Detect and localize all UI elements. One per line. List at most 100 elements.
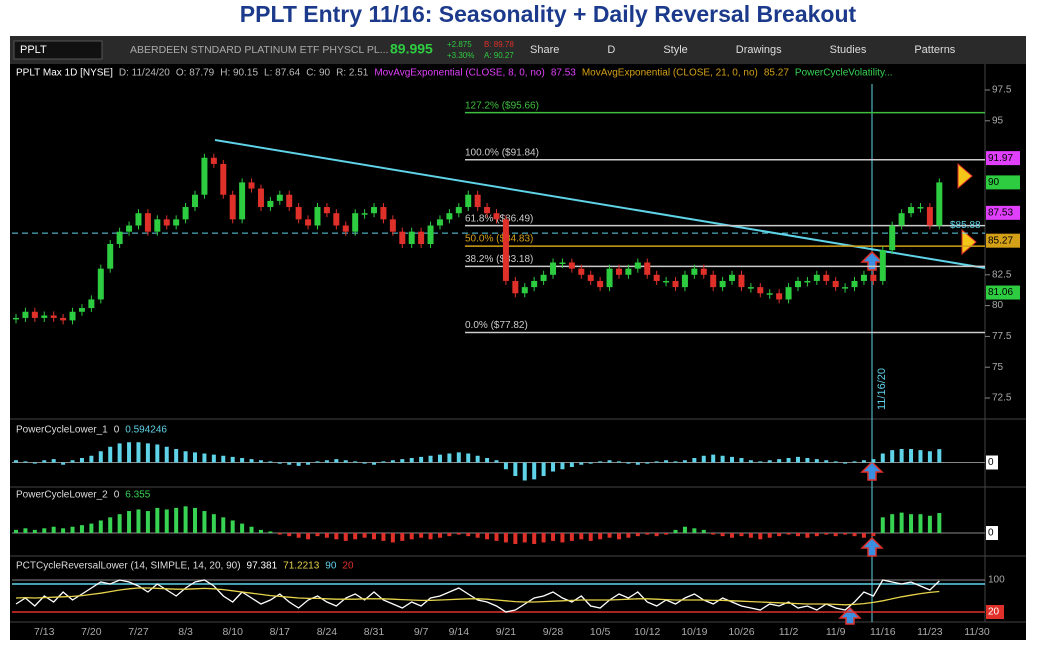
candle — [587, 274, 594, 281]
panel-reading: 97.381 — [247, 561, 278, 572]
price-badge — [986, 233, 1020, 248]
candle — [201, 157, 208, 195]
toolbar-button[interactable]: Studies — [830, 44, 867, 56]
histogram-bar — [824, 533, 829, 535]
candle — [926, 207, 933, 226]
candle — [917, 207, 924, 209]
candle — [738, 274, 745, 288]
histogram-bar — [682, 460, 687, 463]
histogram-bar — [230, 520, 235, 534]
histogram-bar — [145, 511, 150, 534]
histogram-bar — [98, 451, 103, 463]
event-label: 11/16/20 — [876, 368, 888, 410]
histogram-bar — [324, 533, 329, 538]
candle — [286, 194, 293, 208]
histogram-bar — [786, 533, 791, 535]
toolbar-button[interactable]: Share — [530, 44, 559, 56]
candle — [352, 213, 359, 232]
histogram-bar — [503, 462, 508, 470]
candle — [615, 268, 622, 275]
candle — [267, 200, 274, 208]
histogram-bar — [730, 533, 735, 538]
histogram-bar — [833, 461, 838, 463]
histogram-bar — [287, 533, 292, 537]
candle — [550, 262, 557, 275]
histogram-bar — [522, 462, 527, 481]
price-badge-label: 85.27 — [988, 235, 1013, 246]
candle — [719, 280, 726, 288]
histogram-bar — [400, 533, 405, 541]
histogram-bar — [409, 458, 414, 463]
candle — [870, 274, 877, 281]
histogram-bar — [23, 528, 28, 534]
histogram-bar — [664, 533, 669, 535]
histogram-bar — [814, 533, 819, 537]
info-item: MovAvgExponential (CLOSE, 21, 0, no) — [582, 68, 758, 79]
histogram-bar — [117, 443, 122, 463]
histogram-bar — [899, 512, 904, 534]
candle — [597, 280, 604, 288]
candle — [88, 299, 95, 309]
candle — [389, 219, 396, 232]
histogram-bar — [748, 533, 753, 538]
histogram-bar — [108, 517, 113, 534]
histogram-bar — [89, 523, 94, 534]
x-tick-label: 8/31 — [364, 626, 385, 638]
candle — [889, 225, 896, 251]
candle — [813, 274, 820, 281]
histogram-bar — [824, 460, 829, 463]
histogram-bar — [211, 514, 216, 534]
candle — [144, 213, 151, 232]
histogram-bar — [164, 509, 169, 534]
candle — [295, 207, 302, 220]
histogram-bar — [277, 533, 282, 535]
histogram-bar — [701, 529, 706, 534]
x-tick-label: 9/7 — [414, 626, 429, 638]
histogram-bar — [541, 533, 546, 543]
histogram-bar — [61, 528, 66, 534]
histogram-bar — [456, 533, 461, 535]
candle — [672, 280, 679, 288]
fib-label: 50.0% ($84.83) — [465, 234, 533, 245]
toolbar-button[interactable]: Style — [663, 44, 687, 56]
toolbar-button[interactable]: Drawings — [736, 44, 782, 56]
candle — [41, 315, 48, 318]
candle — [842, 287, 849, 289]
candle — [747, 287, 754, 289]
fib-label: 100.0% ($91.84) — [465, 147, 539, 158]
x-tick-label: 9/14 — [449, 626, 470, 638]
histogram-bar — [711, 454, 716, 463]
candle — [69, 311, 76, 321]
histogram-bar — [560, 533, 565, 543]
candle — [465, 194, 472, 208]
histogram-bar — [890, 450, 895, 463]
candle — [681, 274, 688, 288]
symbol-box[interactable] — [13, 40, 103, 60]
info-item: PPLT Max 1D [NYSE] — [16, 68, 113, 79]
candle — [908, 207, 915, 214]
histogram-bar — [419, 456, 424, 463]
histogram-bar — [937, 513, 942, 534]
candle — [794, 280, 801, 288]
histogram-bar — [127, 511, 132, 534]
y-tick-label: 100 — [988, 575, 1005, 586]
histogram-bar — [334, 533, 339, 540]
price-line-label: $85.88 — [950, 220, 981, 231]
info-item: 85.27 — [764, 68, 789, 79]
histogram-bar — [155, 444, 160, 463]
histogram-bar — [79, 458, 84, 463]
histogram-bar — [183, 506, 188, 534]
candle — [116, 231, 123, 244]
histogram-bar — [579, 462, 584, 465]
toolbar-button[interactable]: Patterns — [914, 44, 955, 56]
x-tick-label: 10/12 — [634, 626, 660, 638]
y-tick-label: 72.5 — [992, 393, 1012, 404]
candle — [484, 207, 491, 214]
toolbar-button[interactable]: D — [607, 44, 615, 56]
histogram-bar — [843, 533, 848, 535]
histogram-bar — [466, 453, 471, 463]
histogram-bar — [79, 525, 84, 534]
info-item: C: 90 — [306, 68, 330, 79]
candle — [625, 268, 632, 275]
